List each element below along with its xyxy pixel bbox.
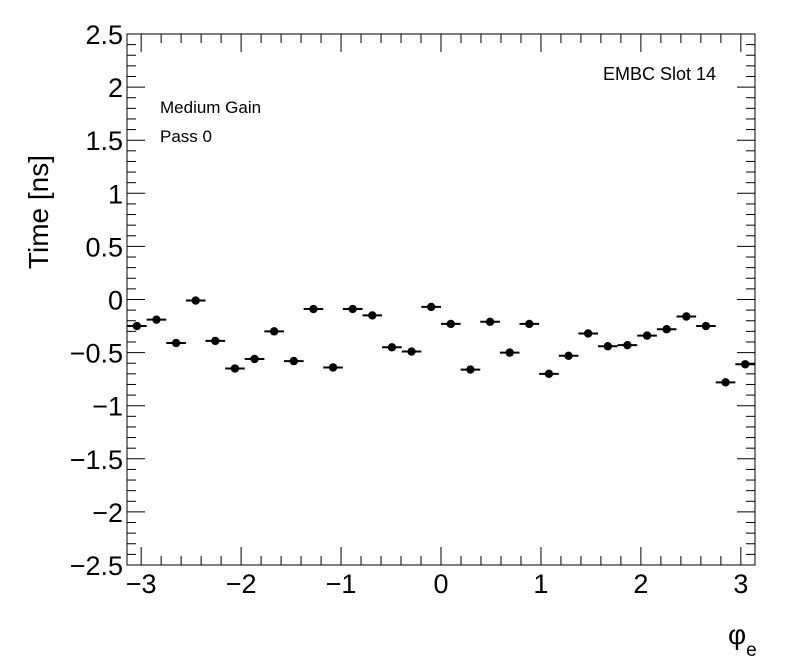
data-point — [525, 319, 534, 329]
data-point — [250, 354, 259, 364]
y-tick-label: −1 — [92, 392, 123, 422]
y-tick-labels: −2.5 −2 −1.5 −1 −0.5 0 0.5 1 1.5 2 2.5 — [70, 20, 123, 581]
data-point — [152, 315, 161, 324]
data-point — [191, 296, 200, 305]
data-point — [721, 378, 730, 387]
x-axis-symbol: φ — [728, 619, 746, 650]
data-point — [171, 338, 181, 348]
x-tick-labels: −3 −2 −1 0 1 2 3 — [126, 569, 749, 599]
x-tick-label: 0 — [433, 569, 448, 599]
annotation-pass: Pass 0 — [160, 127, 212, 146]
data-point — [211, 336, 220, 346]
data-point — [603, 342, 613, 351]
x-tick-label: 1 — [533, 569, 548, 599]
data-point — [426, 302, 436, 312]
data-point — [701, 321, 711, 331]
y-axis-title: Time [ns] — [23, 155, 54, 269]
x-tick-label: 3 — [733, 569, 748, 599]
y-tick-label: 0.5 — [85, 232, 123, 262]
x-axis-subscript: e — [746, 640, 757, 661]
y-tick-label: 1.5 — [85, 126, 123, 156]
x-tick-label: 2 — [633, 569, 648, 599]
data-point — [505, 348, 514, 357]
data-point — [623, 340, 632, 350]
y-tick-label: 1 — [108, 179, 123, 209]
y-tick-label: −0.5 — [70, 339, 123, 369]
data-point — [446, 319, 456, 329]
y-tick-label: 2 — [108, 73, 123, 103]
data-point — [368, 311, 377, 320]
x-tick-label: −2 — [226, 569, 257, 599]
y-tick-label: −2 — [92, 498, 123, 528]
y-tick-label: 2.5 — [85, 20, 123, 50]
x-tick-label: −3 — [126, 569, 157, 599]
data-point — [662, 325, 671, 334]
axis-ticks — [127, 33, 755, 566]
data-point — [485, 317, 495, 327]
data-point — [740, 360, 750, 369]
data-point — [269, 327, 279, 336]
annotation-gain: Medium Gain — [160, 98, 261, 117]
data-points — [127, 296, 755, 387]
data-point — [407, 347, 416, 356]
data-point — [328, 363, 338, 372]
data-point — [289, 356, 299, 366]
annotation-slot: EMBC Slot 14 — [603, 64, 716, 84]
y-tick-label: −1.5 — [70, 445, 123, 475]
data-point — [466, 365, 475, 374]
x-axis-title: φe — [728, 619, 757, 661]
data-point — [387, 343, 397, 352]
y-tick-label: 0 — [108, 286, 123, 316]
data-point — [230, 364, 240, 373]
x-tick-label: −1 — [326, 569, 357, 599]
data-point — [309, 304, 318, 314]
data-point — [564, 351, 573, 360]
data-point — [682, 312, 691, 321]
data-point — [132, 321, 142, 331]
y-tick-label: −2.5 — [70, 551, 123, 581]
data-point — [583, 329, 593, 338]
data-point — [544, 369, 554, 379]
data-point — [348, 304, 357, 314]
data-point — [642, 331, 652, 340]
